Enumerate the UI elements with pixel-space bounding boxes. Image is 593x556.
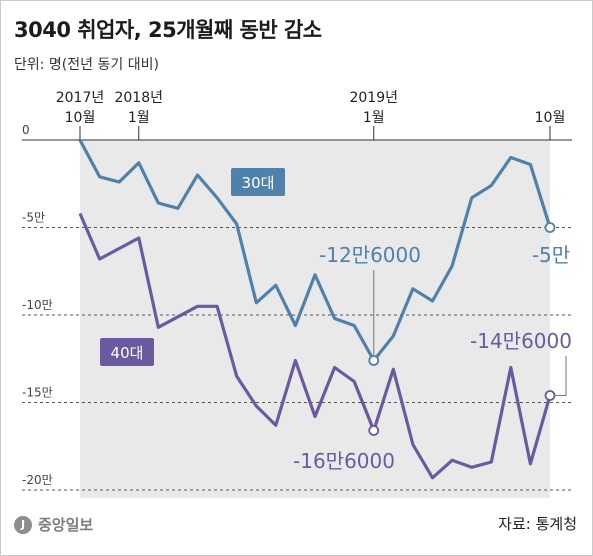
x-year-label: 2018년 [114, 90, 163, 106]
y-tick-label: 0 [22, 123, 30, 137]
legend-40s-label: 40대 [111, 344, 144, 362]
joongang-logo-icon: J [14, 515, 32, 534]
y-tick-label: -20만 [22, 473, 53, 487]
chart-title: 3040 취업자, 25개월째 동반 감소 [14, 18, 322, 42]
chart-unit-subtitle: 단위: 명(전년 동기 대비) [14, 57, 159, 73]
annotation-label: -5만 [532, 243, 570, 267]
annotation-marker [544, 222, 556, 233]
annotation-marker [544, 390, 556, 401]
legend-30s-label: 30대 [242, 174, 275, 192]
x-month-label: 10월 [535, 110, 566, 126]
y-tick-label: -5만 [22, 211, 45, 225]
annotation-leader [555, 356, 567, 396]
series-line-40s [78, 212, 552, 480]
x-year-label: 2017년 [56, 90, 105, 106]
publisher-logo: J 중앙일보 [14, 514, 93, 535]
y-tick-label: -10만 [22, 298, 53, 312]
legend-40s-box [100, 338, 154, 366]
x-year-label: 2019년 [349, 90, 398, 106]
annotation-label: -16만6000 [293, 449, 395, 473]
series-line-30s [78, 139, 552, 363]
data-source: 자료: 통계청 [498, 515, 577, 533]
x-month-label: 1월 [128, 110, 150, 126]
annotation-label: -14만6000 [470, 329, 572, 353]
annotation-label: -12만6000 [319, 243, 421, 267]
annotation-marker [368, 425, 380, 436]
publisher-name: 중앙일보 [38, 516, 94, 534]
legend-30s-box [231, 168, 285, 196]
annotation-marker [368, 355, 380, 366]
x-month-label: 10월 [65, 110, 96, 126]
y-tick-label: -15만 [22, 386, 53, 400]
x-month-label: 1월 [363, 110, 385, 126]
